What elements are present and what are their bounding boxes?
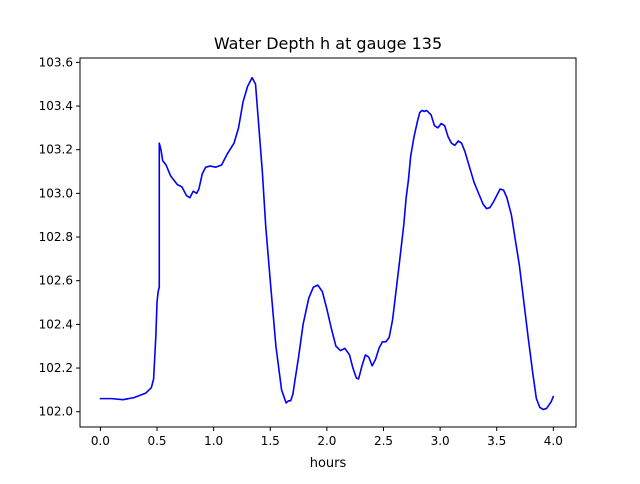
y-tick-label: 103.2: [39, 143, 73, 157]
x-tick-label: 2.0: [317, 434, 336, 448]
y-tick-label: 102.8: [39, 230, 73, 244]
x-axis: 0.0 0.5 1.0 1.5 2.0 2.5 3.0 3.5 4.0: [91, 427, 563, 448]
plot-content: [99, 76, 555, 411]
plot-area-frame: [79, 57, 577, 428]
x-axis-label: hours: [310, 456, 347, 471]
y-tick-label: 103.6: [39, 55, 73, 69]
y-tick-label: 102.0: [39, 405, 73, 419]
x-tick-label: 0.0: [91, 434, 110, 448]
x-tick-label: 3.5: [487, 434, 506, 448]
x-tick-label: 4.0: [544, 434, 563, 448]
x-tick-label: 3.0: [431, 434, 450, 448]
y-tick-label: 103.0: [39, 186, 73, 200]
y-tick-label: 103.4: [39, 99, 73, 113]
y-axis: 102.0 102.2 102.4 102.6 102.8 103.0 103.2 103.4…: [39, 55, 80, 419]
x-tick-label: 0.5: [147, 434, 166, 448]
y-tick-label: 102.4: [39, 317, 73, 331]
y-tick-label: 102.2: [39, 361, 73, 375]
x-tick-label: 1.5: [261, 434, 280, 448]
x-tick-label: 1.0: [204, 434, 223, 448]
series-line: [99, 76, 555, 411]
y-tick-label: 102.6: [39, 274, 73, 288]
chart-title: Water Depth h at gauge 135: [214, 34, 442, 53]
x-tick-label: 2.5: [374, 434, 393, 448]
